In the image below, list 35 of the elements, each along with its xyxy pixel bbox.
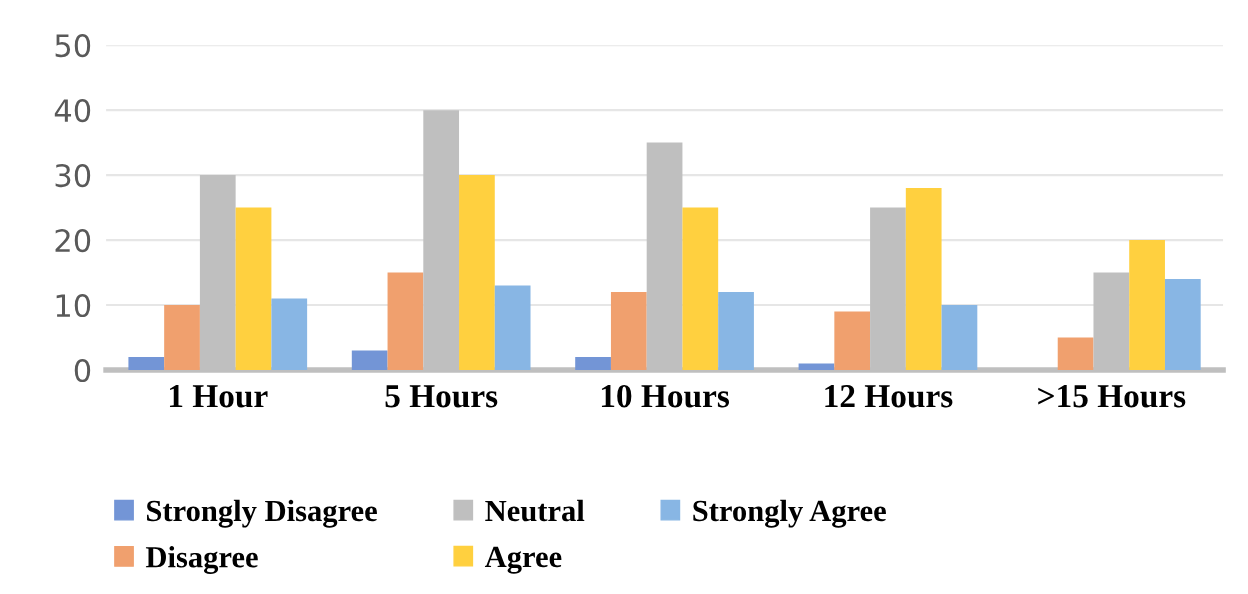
bar: [718, 292, 754, 371]
legend-label: Strongly Disagree: [147, 499, 377, 528]
x-tick-label: 12 Hours: [825, 385, 953, 408]
x-tick-label: 5 Hours: [385, 385, 498, 408]
y-tick-label: 0: [74, 358, 91, 383]
x-tick-label: >15 Hours: [1038, 385, 1186, 408]
bar: [575, 357, 611, 371]
y-tick-label: 50: [55, 34, 91, 58]
bar: [1164, 279, 1201, 371]
bar: [235, 207, 272, 371]
bar: [798, 363, 835, 371]
legend-label: Agree: [484, 546, 562, 574]
legend-label: Strongly Agree: [693, 499, 886, 528]
x-tick-label: 10 Hours: [601, 384, 730, 408]
bar: [905, 188, 942, 371]
bar: [494, 285, 531, 371]
legend-label: Neutral: [485, 499, 585, 522]
bar: [610, 292, 647, 371]
bar: [351, 350, 388, 371]
y-tick-label: 30: [55, 164, 91, 188]
bar: [164, 305, 200, 371]
legend-label: Disagree: [145, 546, 258, 574]
y-tick-label: 10: [56, 294, 91, 318]
bar: [128, 357, 165, 371]
bar: [387, 272, 424, 371]
bar: [459, 175, 495, 371]
x-tick-label: 1 Hour: [169, 385, 268, 408]
bar: [682, 207, 719, 371]
bar: [271, 298, 308, 371]
bar: [1129, 240, 1165, 371]
bar: [834, 311, 871, 371]
bar: [941, 305, 978, 371]
bar: [1057, 337, 1094, 371]
y-tick-label: 20: [55, 229, 91, 253]
y-tick-label: 40: [54, 99, 91, 123]
